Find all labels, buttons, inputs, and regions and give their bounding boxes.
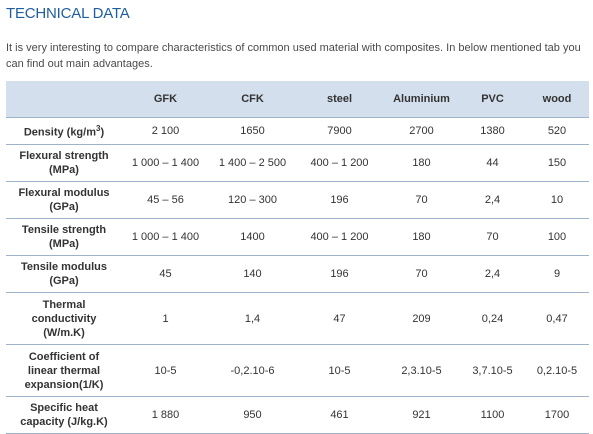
table-cell: 2,4 [460,181,525,219]
table-cell: 150 [525,144,589,182]
table-row-thermal-conductivity: Thermal conductivity (W/m.K) 1 1,4 47 209 … [6,292,589,345]
table-cell: 140 [209,255,296,293]
table-cell: 70 [383,181,460,219]
header-row: GFK CFK steel Aluminium PVC wood [6,81,589,118]
table-cell: 950 [209,396,296,434]
table-cell: 180 [383,218,460,256]
table-cell: 2 100 [122,117,209,145]
row-label-thermal-conductivity: Thermal conductivity (W/m.K) [6,292,122,345]
table-cell: 180 [383,144,460,182]
table-cell: 1 400 – 2 500 [209,144,296,182]
column-header-wood: wood [525,81,589,118]
table-cell: 44 [460,144,525,182]
table-cell: 1100 [460,396,525,434]
table-cell: 1700 [525,396,589,434]
table-cell: -0,2.10-6 [209,344,296,397]
table-cell: 196 [296,181,383,219]
table-cell: 1380 [460,117,525,145]
table-cell: 520 [525,117,589,145]
table-cell: 70 [460,218,525,256]
column-header-pvc: PVC [460,81,525,118]
row-label-flexural-modulus: Flexural modulus (GPa) [6,181,122,219]
table-cell: 1,4 [209,292,296,345]
table-cell: 461 [296,396,383,434]
table-cell: 400 – 1 200 [296,218,383,256]
table-cell: 2,3.10-5 [383,344,460,397]
table-row-tensile-strength: Tensile strength (MPa) 1 000 – 1 400 1400… [6,218,589,256]
table-cell: 47 [296,292,383,345]
table-cell: 2,4 [460,255,525,293]
column-header-gfk: GFK [122,81,209,118]
table-cell: 7900 [296,117,383,145]
material-comparison-table: GFK CFK steel Aluminium PVC wood Density… [6,81,589,434]
table-cell: 45 [122,255,209,293]
table-cell: 3,7.10-5 [460,344,525,397]
table-row-tensile-modulus: Tensile modulus (GPa) 45 140 196 70 2,4 9 [6,255,589,293]
row-label-tensile-modulus: Tensile modulus (GPa) [6,255,122,293]
table-cell: 2700 [383,117,460,145]
table-cell: 70 [383,255,460,293]
table-cell: 0,47 [525,292,589,345]
table-cell: 45 – 56 [122,181,209,219]
table-cell: 10-5 [296,344,383,397]
table-cell: 100 [525,218,589,256]
table-cell: 196 [296,255,383,293]
table-cell: 1 880 [122,396,209,434]
table-cell: 0,24 [460,292,525,345]
table-row-specific-heat: Specific heat capacity (J/kg.K) 1 880 950… [6,396,589,434]
table-cell: 1 000 – 1 400 [122,218,209,256]
row-label-thermal-expansion: Coefficient of linear thermal expansion(1/… [6,344,122,397]
row-label-density: Density (kg/m3) [6,117,122,145]
table-row-thermal-expansion: Coefficient of linear thermal expansion(1/… [6,344,589,397]
page-title: TECHNICAL DATA [6,5,130,22]
column-header-steel: steel [296,81,383,118]
column-header-aluminium: Aluminium [383,81,460,118]
row-label-flexural-strength: Flexural strength (MPa) [6,144,122,182]
table-cell: 120 – 300 [209,181,296,219]
table-cell: 400 – 1 200 [296,144,383,182]
table-row-flexural-modulus: Flexural modulus (GPa) 45 – 56 120 – 300 … [6,181,589,219]
table-cell: 1 000 – 1 400 [122,144,209,182]
table-cell: 10-5 [122,344,209,397]
table-cell: 921 [383,396,460,434]
table-row-flexural-strength: Flexural strength (MPa) 1 000 – 1 400 1 4… [6,144,589,182]
header-corner-cell [6,81,122,118]
table-row-density: Density (kg/m3) 2 100 1650 7900 2700 138… [6,117,589,145]
table-cell: 0,2.10-5 [525,344,589,397]
row-label-specific-heat: Specific heat capacity (J/kg.K) [6,396,122,434]
table-cell: 10 [525,181,589,219]
intro-paragraph: It is very interesting to compare charac… [6,42,581,70]
column-header-cfk: CFK [209,81,296,118]
table-cell: 1400 [209,218,296,256]
table-cell: 1 [122,292,209,345]
table-cell: 209 [383,292,460,345]
row-label-tensile-strength: Tensile strength (MPa) [6,218,122,256]
table-cell: 1650 [209,117,296,145]
table-cell: 9 [525,255,589,293]
